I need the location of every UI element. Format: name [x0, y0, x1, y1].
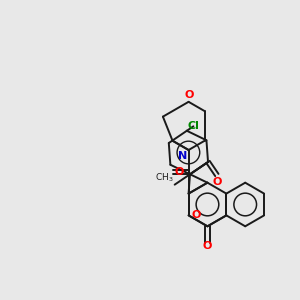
Text: O: O — [192, 210, 201, 220]
Text: CH$_3$: CH$_3$ — [155, 171, 174, 184]
Text: O: O — [185, 90, 194, 100]
Text: O: O — [203, 241, 212, 250]
Text: N: N — [178, 151, 188, 161]
Text: Cl: Cl — [188, 121, 199, 131]
Text: O: O — [212, 177, 221, 187]
Text: O: O — [175, 167, 184, 177]
